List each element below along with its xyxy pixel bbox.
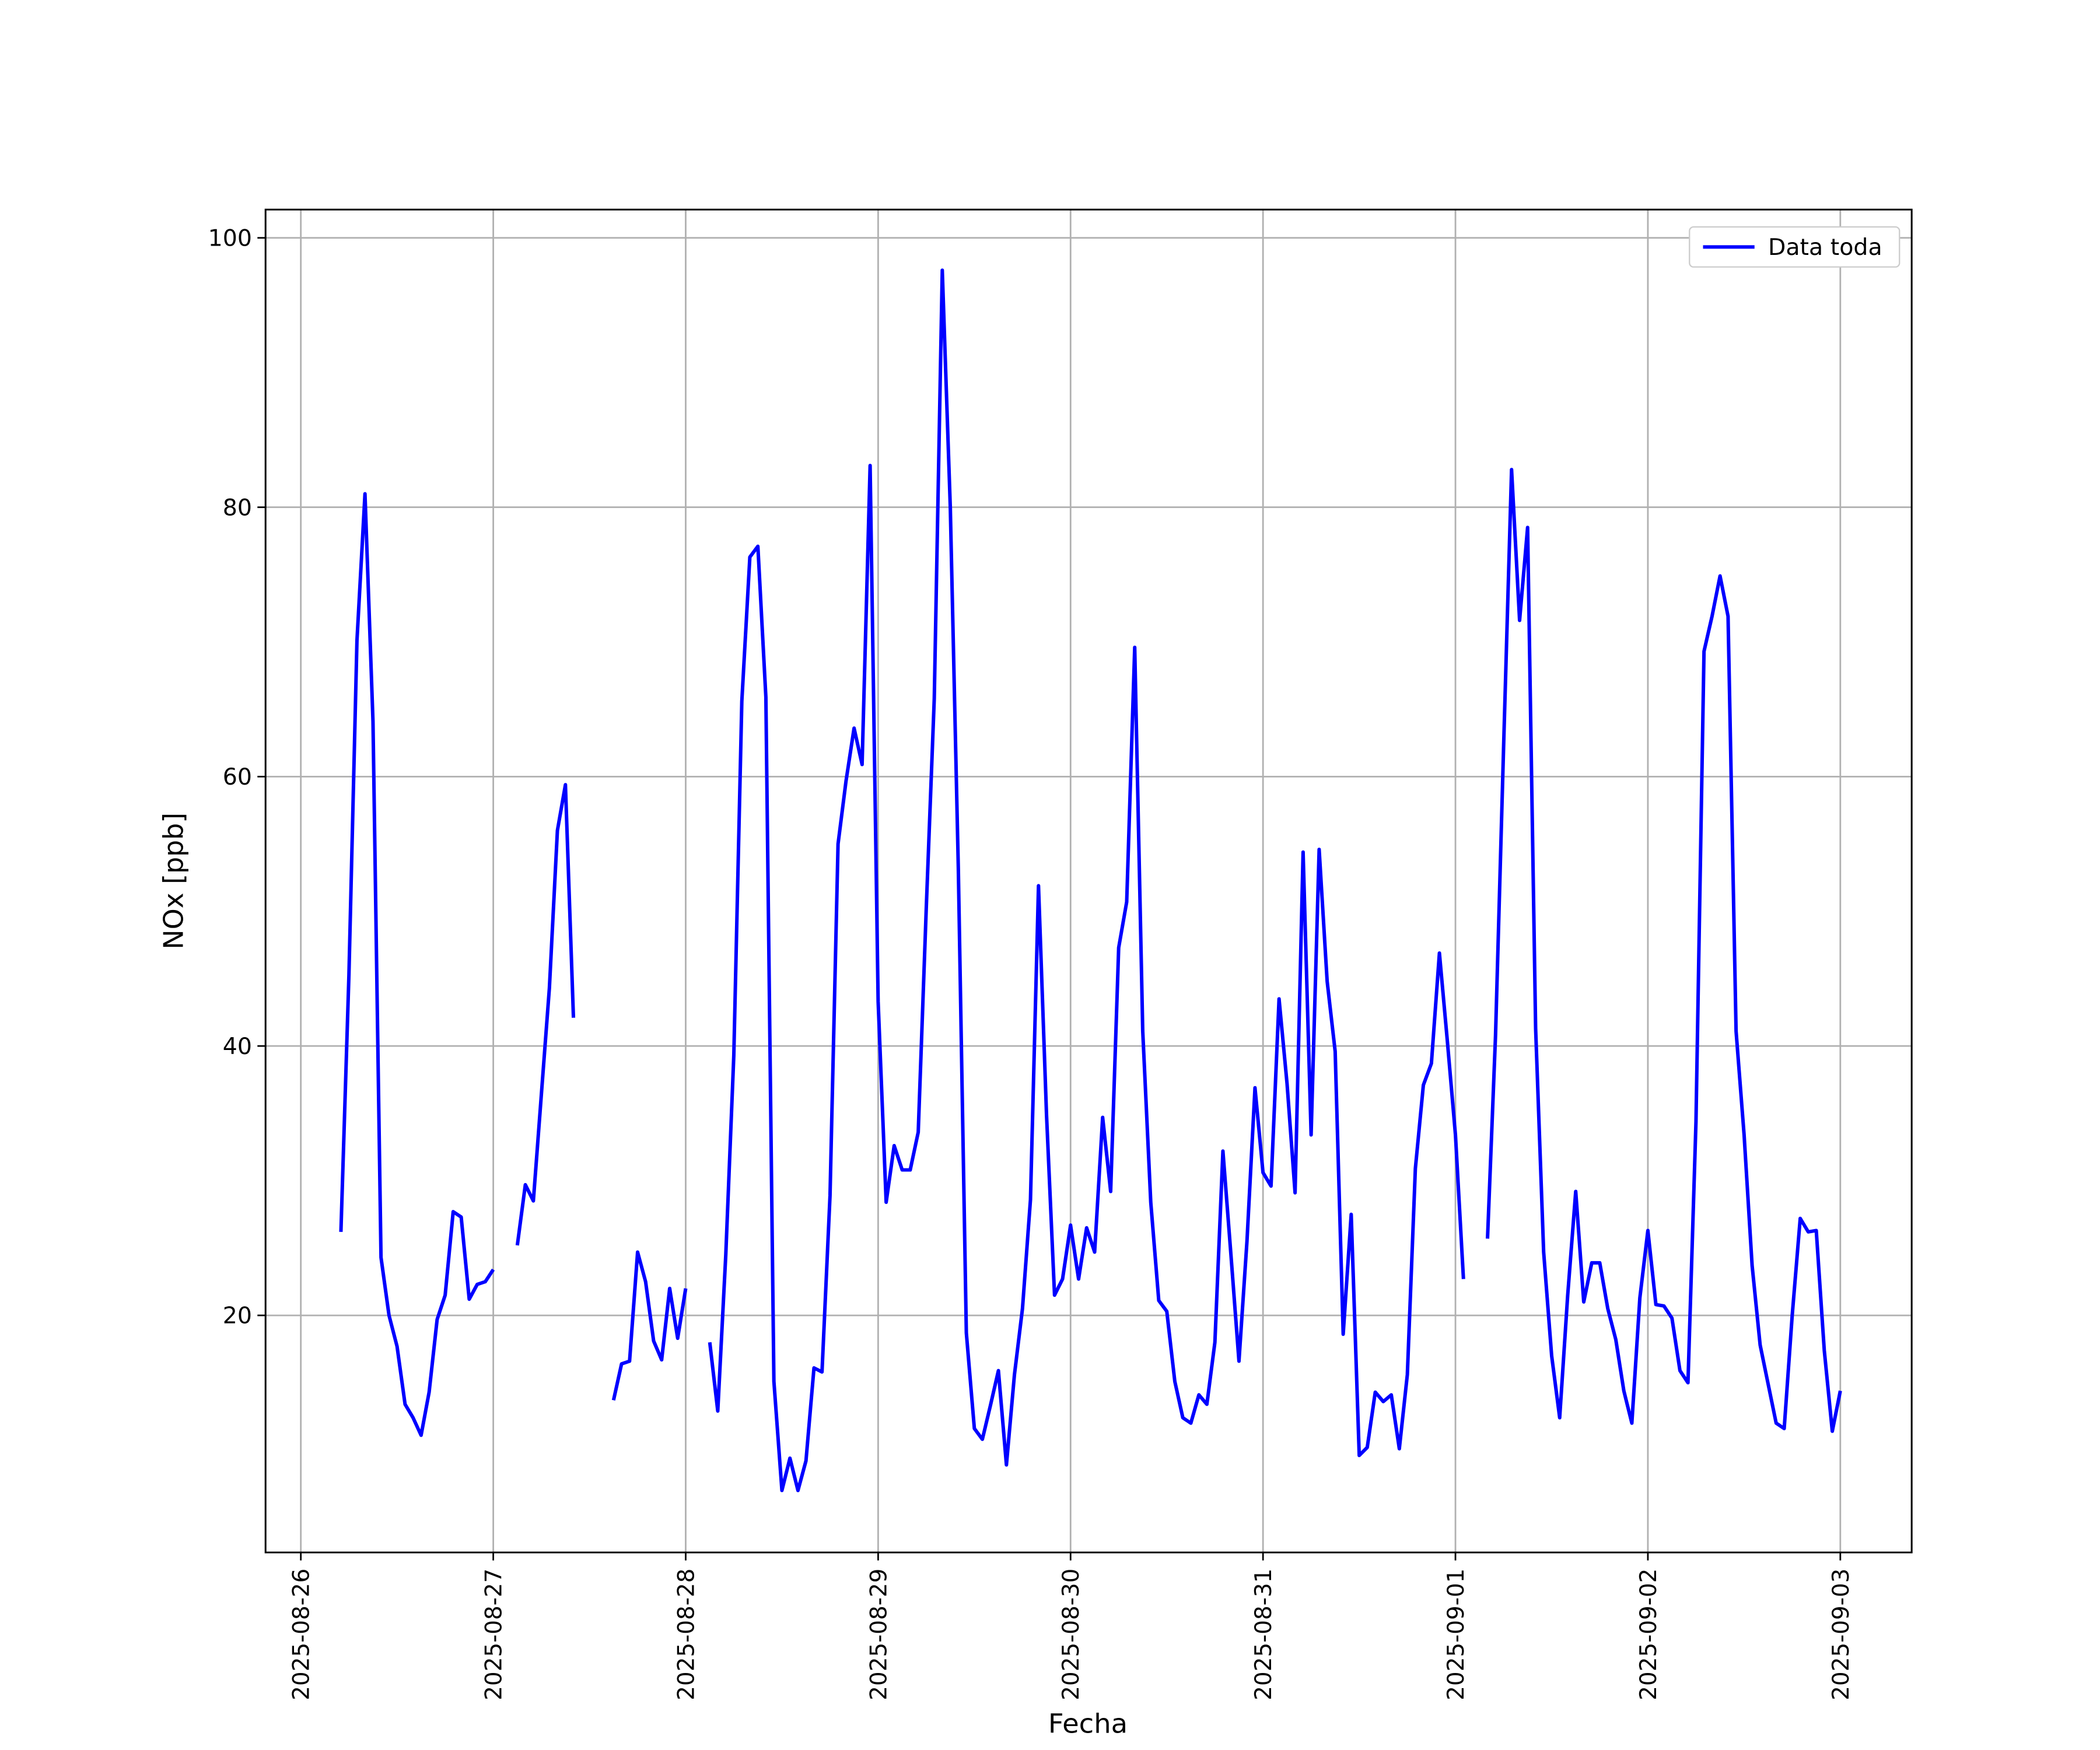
data-line	[339, 268, 1842, 1493]
legend-box	[1689, 226, 1901, 268]
x-tick-label: 2025-09-01	[1443, 1569, 1469, 1700]
x-tick-label: 2025-08-30	[1058, 1569, 1084, 1700]
y-tick-label: 40	[223, 1034, 252, 1060]
y-tick-label: 20	[223, 1303, 252, 1329]
y-tick-label: 100	[208, 226, 252, 252]
legend-label: Data toda	[1768, 235, 1882, 261]
x-tick-label: 2025-08-26	[288, 1569, 314, 1700]
x-tick-label: 2025-08-29	[866, 1569, 892, 1700]
y-axis-label: NOx [ppb]	[158, 813, 189, 950]
x-tick-label: 2025-08-28	[673, 1569, 699, 1700]
x-axis-label: Fecha	[1048, 1708, 1128, 1740]
x-tick-label: 2025-08-27	[481, 1569, 507, 1700]
plot-frame	[264, 208, 1913, 1553]
y-tick-label: 60	[223, 764, 252, 790]
x-tick-label: 2025-09-02	[1636, 1569, 1662, 1700]
y-tick-label: 80	[223, 495, 252, 522]
x-tick-label: 2025-09-03	[1828, 1569, 1854, 1700]
x-tick-label: 2025-08-31	[1251, 1569, 1277, 1700]
